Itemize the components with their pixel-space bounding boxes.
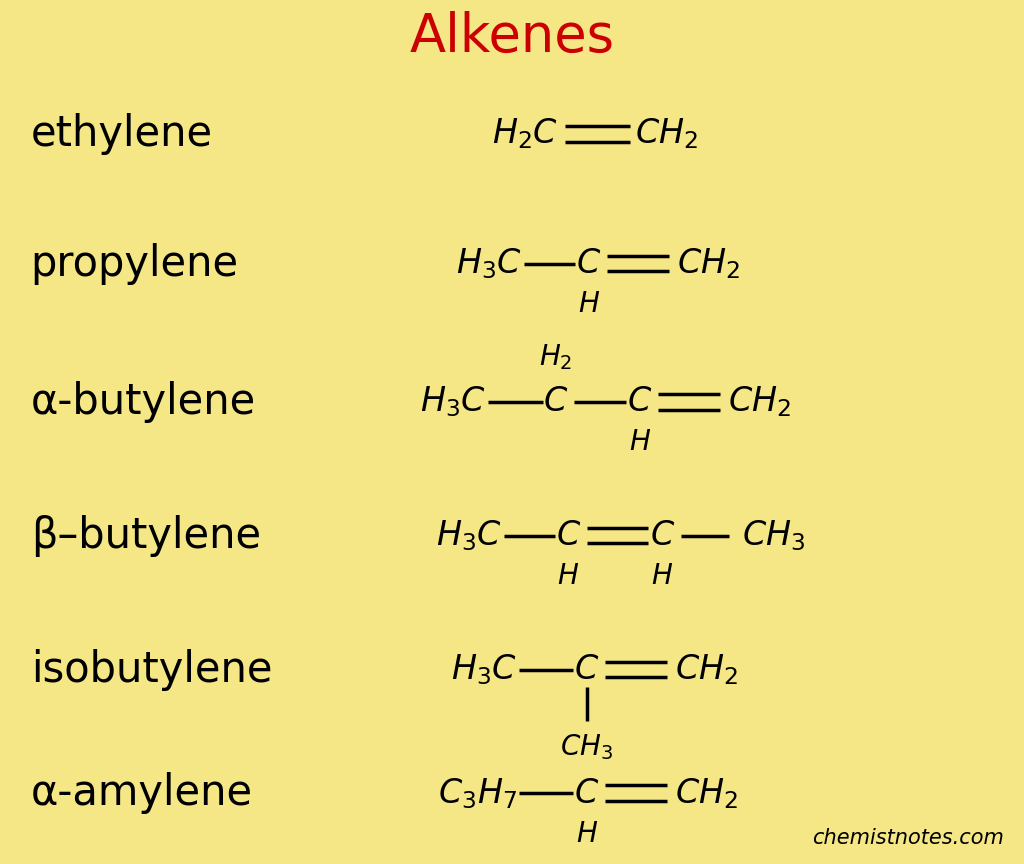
Text: $C$: $C$	[650, 519, 675, 552]
Text: $H$: $H$	[651, 562, 674, 590]
Text: $H_2C$: $H_2C$	[492, 117, 558, 151]
Text: Alkenes: Alkenes	[410, 11, 614, 63]
Text: $H_2$: $H_2$	[540, 342, 572, 372]
Text: $H$: $H$	[557, 562, 580, 590]
Text: $C$: $C$	[577, 247, 601, 280]
Text: $C$: $C$	[556, 519, 581, 552]
Text: $H$: $H$	[578, 290, 600, 318]
Text: $CH_2$: $CH_2$	[677, 246, 740, 281]
Text: $CH_2$: $CH_2$	[635, 117, 698, 151]
Text: chemistnotes.com: chemistnotes.com	[812, 829, 1004, 848]
Text: $C$: $C$	[574, 777, 599, 810]
Text: $C$: $C$	[628, 385, 652, 418]
Text: $C$: $C$	[574, 653, 599, 686]
Text: $CH_2$: $CH_2$	[675, 652, 738, 687]
Text: α-butylene: α-butylene	[31, 381, 256, 422]
Text: β–butylene: β–butylene	[31, 515, 261, 556]
Text: α-amylene: α-amylene	[31, 772, 253, 814]
Text: $H_3C$: $H_3C$	[456, 246, 522, 281]
Text: ethylene: ethylene	[31, 113, 213, 155]
Text: $C_3H_7$: $C_3H_7$	[438, 776, 517, 810]
Text: $H$: $H$	[629, 429, 651, 456]
Text: isobutylene: isobutylene	[31, 649, 272, 690]
Text: $CH_2$: $CH_2$	[675, 776, 738, 810]
Text: $H_3C$: $H_3C$	[420, 384, 486, 419]
Text: $CH_2$: $CH_2$	[728, 384, 792, 419]
Text: propylene: propylene	[31, 243, 239, 284]
Text: $H_3C$: $H_3C$	[435, 518, 502, 553]
Text: $CH_3$: $CH_3$	[742, 518, 806, 553]
Text: $H_3C$: $H_3C$	[451, 652, 517, 687]
Text: $CH_3$: $CH_3$	[560, 733, 613, 762]
Text: $C$: $C$	[544, 385, 568, 418]
Text: $H$: $H$	[575, 820, 598, 848]
